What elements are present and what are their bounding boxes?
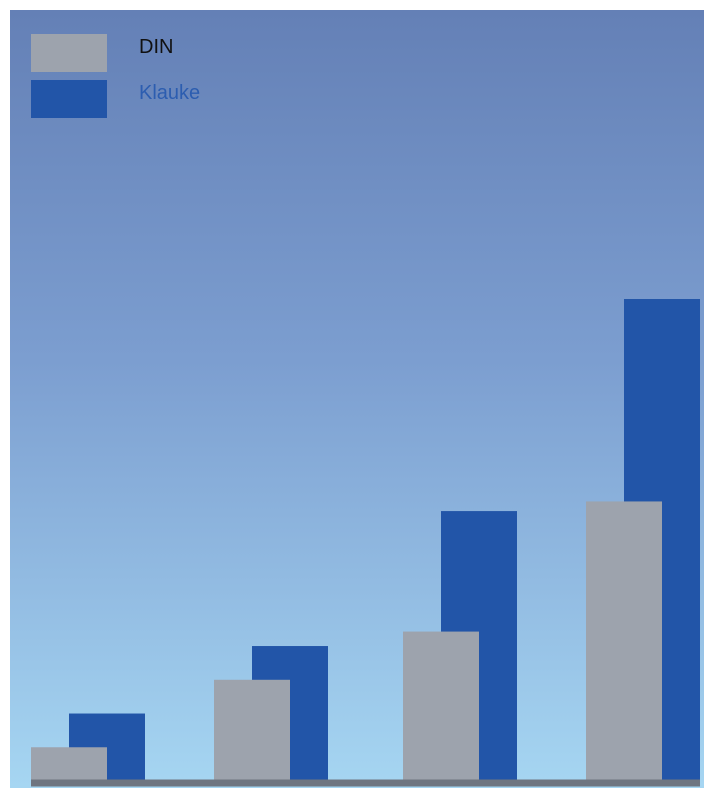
- legend-label-klauke: Klauke: [139, 82, 201, 104]
- bar-din-4: [586, 501, 662, 781]
- legend-swatch-klauke: [31, 80, 107, 118]
- legend-label-din: DIN: [139, 36, 174, 58]
- legend-swatch-din: [31, 34, 107, 72]
- bar-din-2: [214, 679, 290, 781]
- bar-din-1: [31, 747, 107, 781]
- bars: [31, 299, 700, 781]
- bar-din-3: [403, 631, 479, 781]
